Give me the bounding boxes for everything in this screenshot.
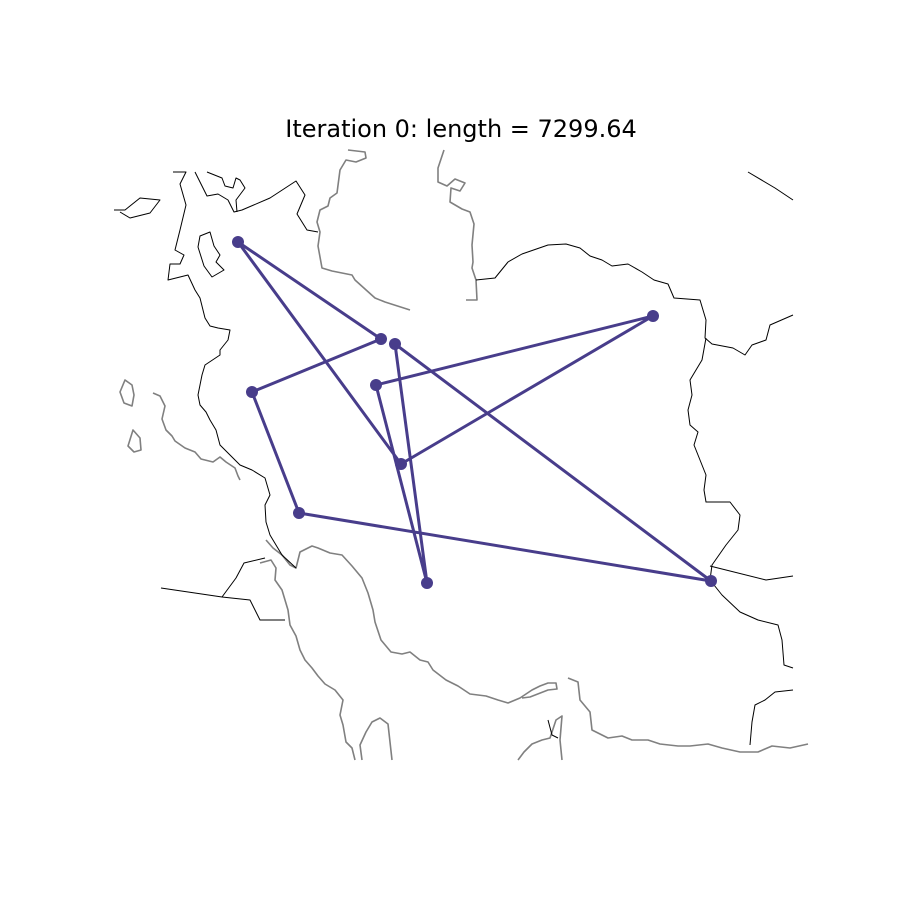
coastline-persian-gulf <box>567 677 809 753</box>
city-6 <box>246 386 258 398</box>
coastline-gulf-north <box>265 539 558 704</box>
border-north-1 <box>194 171 319 233</box>
border-east-branch <box>709 565 794 581</box>
city-9 <box>421 577 433 589</box>
border-top-right <box>747 171 794 201</box>
route-layer <box>232 236 717 589</box>
city-1 <box>232 236 244 248</box>
coastline-oman <box>517 715 563 761</box>
border-east <box>687 337 794 669</box>
city-3 <box>389 338 401 350</box>
coastline-qatar <box>359 717 393 761</box>
city-4 <box>647 310 659 322</box>
island-1 <box>119 379 135 407</box>
tour-route <box>236 240 713 585</box>
border-south-west <box>160 557 285 621</box>
city-8 <box>293 507 305 519</box>
plot-title: Iteration 0: length = 7299.64 <box>285 115 637 143</box>
border-south-east <box>547 689 794 746</box>
island-2 <box>127 429 142 453</box>
border-kazakh-south <box>475 243 794 356</box>
coastline-caspian <box>316 149 411 311</box>
border-lake <box>197 231 225 278</box>
city-5 <box>370 379 382 391</box>
coastline-gulf-west <box>259 559 356 761</box>
city-2 <box>375 333 387 345</box>
border-west <box>114 171 297 569</box>
coastline-aral <box>437 149 478 301</box>
city-7 <box>395 458 407 470</box>
border-north-2 <box>206 171 246 213</box>
map-layer <box>114 149 809 761</box>
coastline-black-sea-east <box>152 392 241 481</box>
city-10 <box>705 575 717 587</box>
